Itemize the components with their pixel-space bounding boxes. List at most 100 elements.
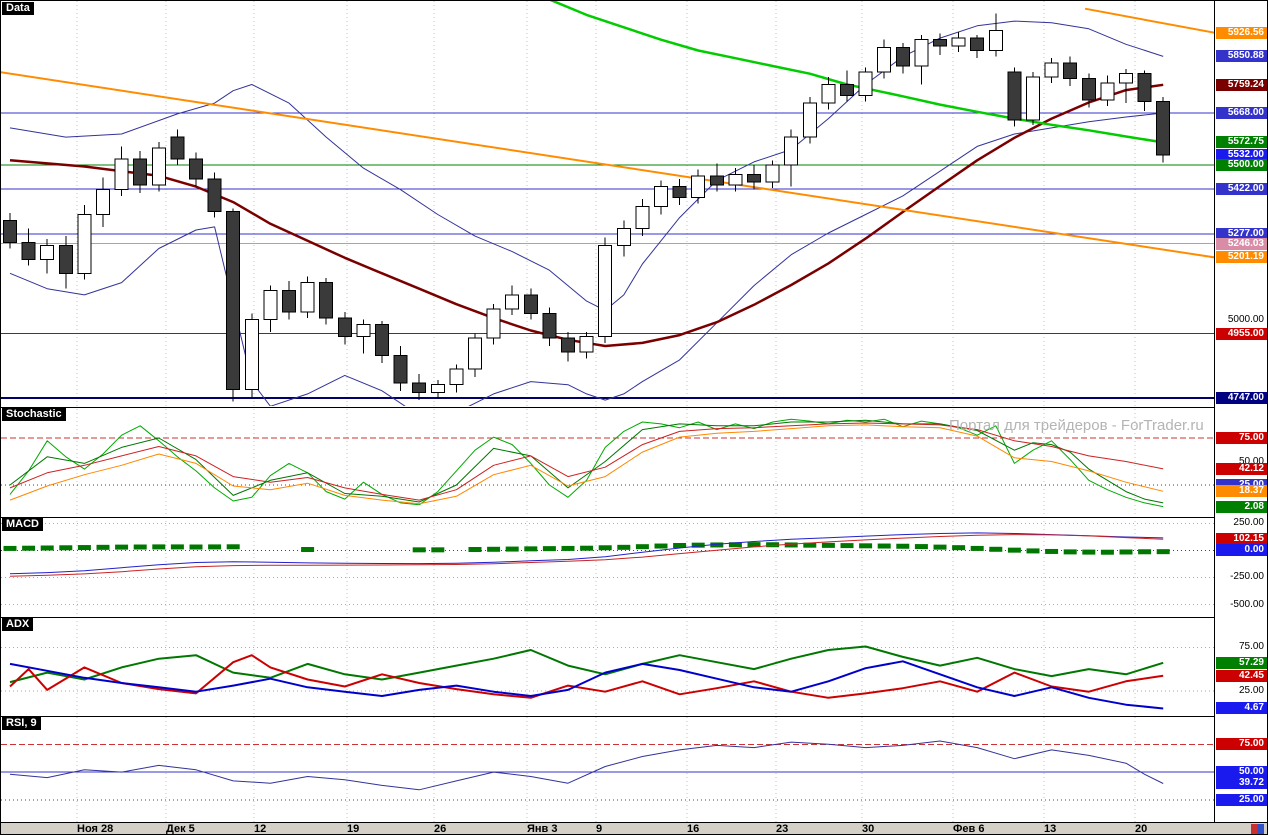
macd-histogram xyxy=(22,545,36,551)
macd-histogram xyxy=(3,545,17,551)
candle xyxy=(337,317,352,338)
price-tag: 5668.00 xyxy=(1216,107,1267,119)
watermark: Портал для трейдеров - ForTrader.ru xyxy=(949,417,1204,434)
candle xyxy=(319,282,334,319)
macd-histogram xyxy=(1156,549,1170,555)
time-tick-label: Фев 6 xyxy=(953,823,985,835)
candle xyxy=(635,206,650,229)
candle xyxy=(226,210,241,390)
macd-histogram xyxy=(877,543,891,549)
rsi-line xyxy=(9,740,1164,791)
macd-histogram xyxy=(412,547,426,553)
candle xyxy=(747,173,761,183)
price-tag: 5572.75 xyxy=(1216,136,1267,148)
candle xyxy=(486,308,501,339)
candle xyxy=(468,337,482,370)
macd-histogram xyxy=(1063,549,1077,555)
candle xyxy=(1100,82,1115,101)
candle xyxy=(895,46,910,67)
candle xyxy=(58,244,73,274)
time-tick-label: 12 xyxy=(254,823,267,835)
candle xyxy=(21,241,36,260)
time-tick-label: 19 xyxy=(347,823,360,835)
time-tick-label: 16 xyxy=(687,823,700,835)
macd-histogram xyxy=(803,542,817,548)
scale-label: 50.00 xyxy=(1238,456,1264,467)
macd-histogram xyxy=(896,543,910,549)
candle xyxy=(133,158,148,186)
candle xyxy=(691,175,706,198)
chart-canvas[interactable] xyxy=(1,1,1214,822)
candle xyxy=(765,164,780,183)
candle xyxy=(1063,62,1078,79)
candle xyxy=(170,136,185,160)
panel-title-macd: MACD xyxy=(2,518,43,531)
price-tag: 18.37 xyxy=(1216,485,1267,497)
candle xyxy=(430,384,445,393)
macd-line xyxy=(9,532,1164,575)
price-tag: 42.45 xyxy=(1216,670,1267,682)
price-tag: 4747.00 xyxy=(1216,392,1267,404)
trendline-lower xyxy=(1,71,1214,259)
candle xyxy=(728,173,743,186)
macd-histogram xyxy=(133,544,147,550)
macd-histogram xyxy=(226,544,240,550)
macd-histogram xyxy=(1082,549,1096,555)
candle xyxy=(1119,73,1133,84)
price-tag: 0.00 xyxy=(1216,544,1267,556)
macd-histogram xyxy=(189,544,203,550)
stoch-green-slow xyxy=(9,419,1164,504)
candle xyxy=(1137,73,1152,103)
price-scale[interactable]: 5926.56 5850.88 5759.24 5668.00 5572.75 5532.… xyxy=(1214,1,1267,822)
price-tag: 102.15 xyxy=(1216,533,1267,545)
price-tag: 50.00 xyxy=(1216,766,1267,778)
stoch-red xyxy=(9,422,1164,501)
panel-stochastic xyxy=(1,418,1214,508)
macd-histogram xyxy=(821,542,835,548)
macd-histogram xyxy=(840,543,854,549)
price-tag: 5759.24 xyxy=(1216,79,1267,91)
adx-plus-di xyxy=(9,645,1164,684)
time-tick-label: 9 xyxy=(596,823,603,835)
candle xyxy=(914,39,929,67)
price-tag: 5246.03 xyxy=(1216,238,1267,250)
macd-histogram xyxy=(431,547,445,553)
bollinger-lower xyxy=(9,112,1164,406)
panel-title-adx: ADX xyxy=(2,618,34,631)
price-tag: 5850.88 xyxy=(1216,50,1267,62)
macd-histogram xyxy=(1100,549,1114,555)
macd-histogram xyxy=(914,544,928,550)
macd-histogram xyxy=(1026,548,1040,554)
bollinger-upper xyxy=(9,20,1164,311)
macd-histogram xyxy=(170,544,184,550)
candle xyxy=(244,319,259,390)
time-tick-label: Дек 5 xyxy=(166,823,195,835)
candle xyxy=(709,175,724,186)
macd-histogram xyxy=(933,544,947,550)
candle xyxy=(672,186,687,198)
price-tag: 5926.56 xyxy=(1216,27,1267,39)
price-tag: 39.72 xyxy=(1216,777,1267,789)
macd-histogram xyxy=(59,545,73,551)
macd-histogram xyxy=(487,546,501,552)
macd-histogram xyxy=(152,544,166,550)
time-axis[interactable]: Ноя 28 Дек 5 12 19 26 Янв 3 9 16 23 30 Фев 6 13 20 xyxy=(1,822,1267,835)
macd-histogram xyxy=(542,546,556,552)
candle xyxy=(114,158,129,191)
candle xyxy=(598,244,613,338)
time-tick-label: Янв 3 xyxy=(527,823,558,835)
price-tag: 57.29 xyxy=(1216,657,1267,669)
candle xyxy=(375,323,389,356)
macd-histogram xyxy=(598,545,612,551)
macd-histogram xyxy=(1007,547,1021,553)
macd-signal xyxy=(9,534,1164,577)
time-tick-label: 20 xyxy=(1135,823,1148,835)
macd-histogram xyxy=(208,544,222,550)
app-logo-icon xyxy=(1251,824,1264,834)
candle xyxy=(1044,62,1059,78)
trendline-upper xyxy=(1084,7,1214,34)
time-tick-label: 13 xyxy=(1044,823,1057,835)
candle xyxy=(3,220,17,243)
candle xyxy=(784,136,799,166)
